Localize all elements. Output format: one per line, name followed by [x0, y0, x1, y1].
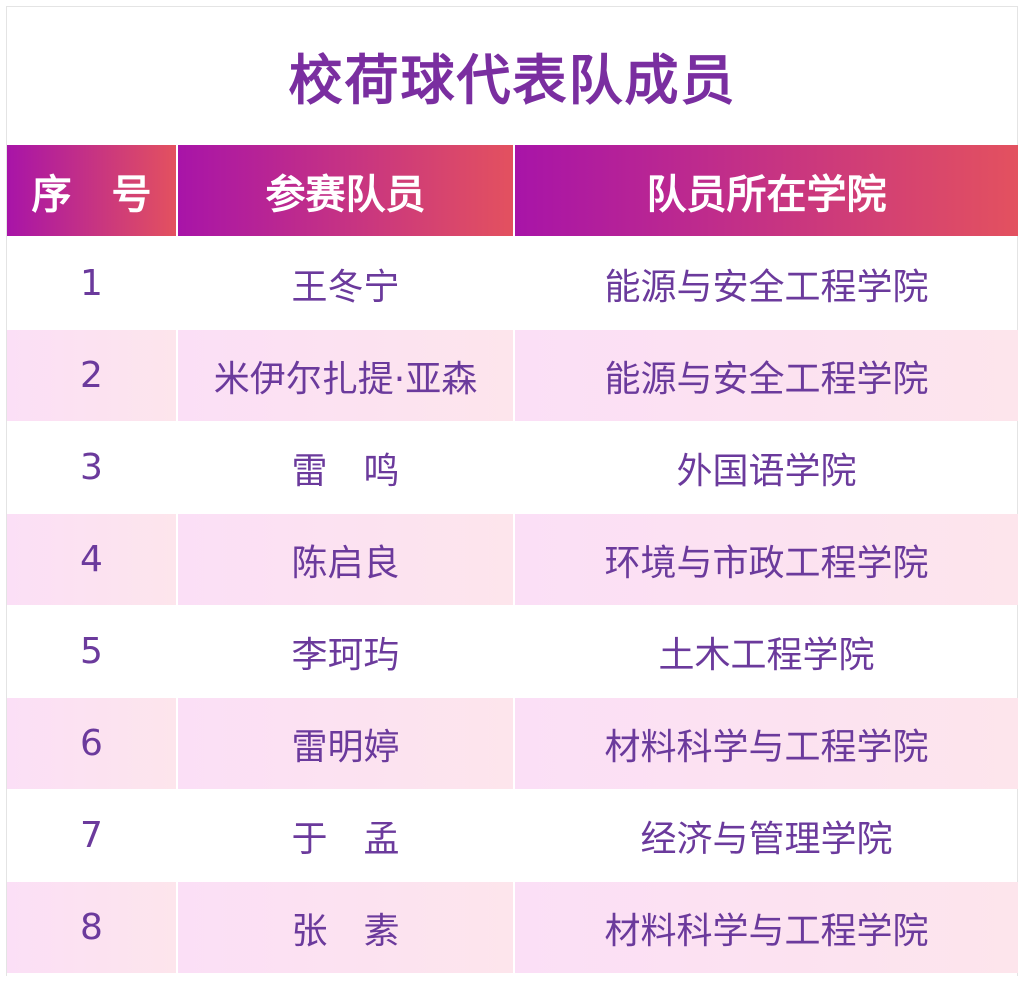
- header-player: 参赛队员: [178, 145, 513, 236]
- row-number: 1: [80, 263, 103, 304]
- row-college: 材料科学与工程学院: [515, 882, 1018, 973]
- table-row: 1 王冬宁 能源与安全工程学院: [7, 238, 1018, 329]
- row-player: 雷 鸣: [291, 450, 400, 492]
- row-college: 环境与市政工程学院: [515, 514, 1018, 605]
- row-college: 经济与管理学院: [640, 818, 893, 860]
- table-row: 4 陈启良 环境与市政工程学院: [7, 514, 1018, 605]
- table-frame: [6, 6, 1018, 976]
- row-number: 4: [7, 514, 176, 605]
- row-college: 材料科学与工程学院: [515, 698, 1018, 789]
- row-college: 外国语学院: [676, 450, 857, 492]
- row-number: 8: [7, 882, 176, 973]
- row-number: 2: [7, 330, 176, 421]
- row-college: 土木工程学院: [658, 634, 875, 676]
- table-row: 5 李珂玙 土木工程学院: [7, 606, 1018, 697]
- row-player: 王冬宁: [291, 266, 400, 308]
- table-row: 6 雷明婷 材料科学与工程学院: [7, 698, 1018, 789]
- row-number: 3: [80, 447, 103, 488]
- row-college: 能源与安全工程学院: [515, 330, 1018, 421]
- row-college: 能源与安全工程学院: [604, 266, 929, 308]
- table-header: 序 号 参赛队员 队员所在学院: [7, 145, 1018, 236]
- header-number: 序 号: [7, 145, 176, 236]
- table-row: 2 米伊尔扎提·亚森 能源与安全工程学院: [7, 330, 1018, 421]
- row-player: 陈启良: [178, 514, 513, 605]
- row-player: 雷明婷: [178, 698, 513, 789]
- table-row: 7 于 孟 经济与管理学院: [7, 790, 1018, 881]
- row-player: 张 素: [178, 882, 513, 973]
- row-player: 于 孟: [291, 818, 400, 860]
- row-number: 6: [7, 698, 176, 789]
- row-player: 米伊尔扎提·亚森: [178, 330, 513, 421]
- row-number: 5: [80, 631, 103, 672]
- table-row: 3 雷 鸣 外国语学院: [7, 422, 1018, 513]
- header-college: 队员所在学院: [515, 145, 1018, 236]
- row-number: 7: [80, 815, 103, 856]
- page-title: 校荷球代表队成员: [288, 49, 737, 112]
- row-player: 李珂玙: [291, 634, 400, 676]
